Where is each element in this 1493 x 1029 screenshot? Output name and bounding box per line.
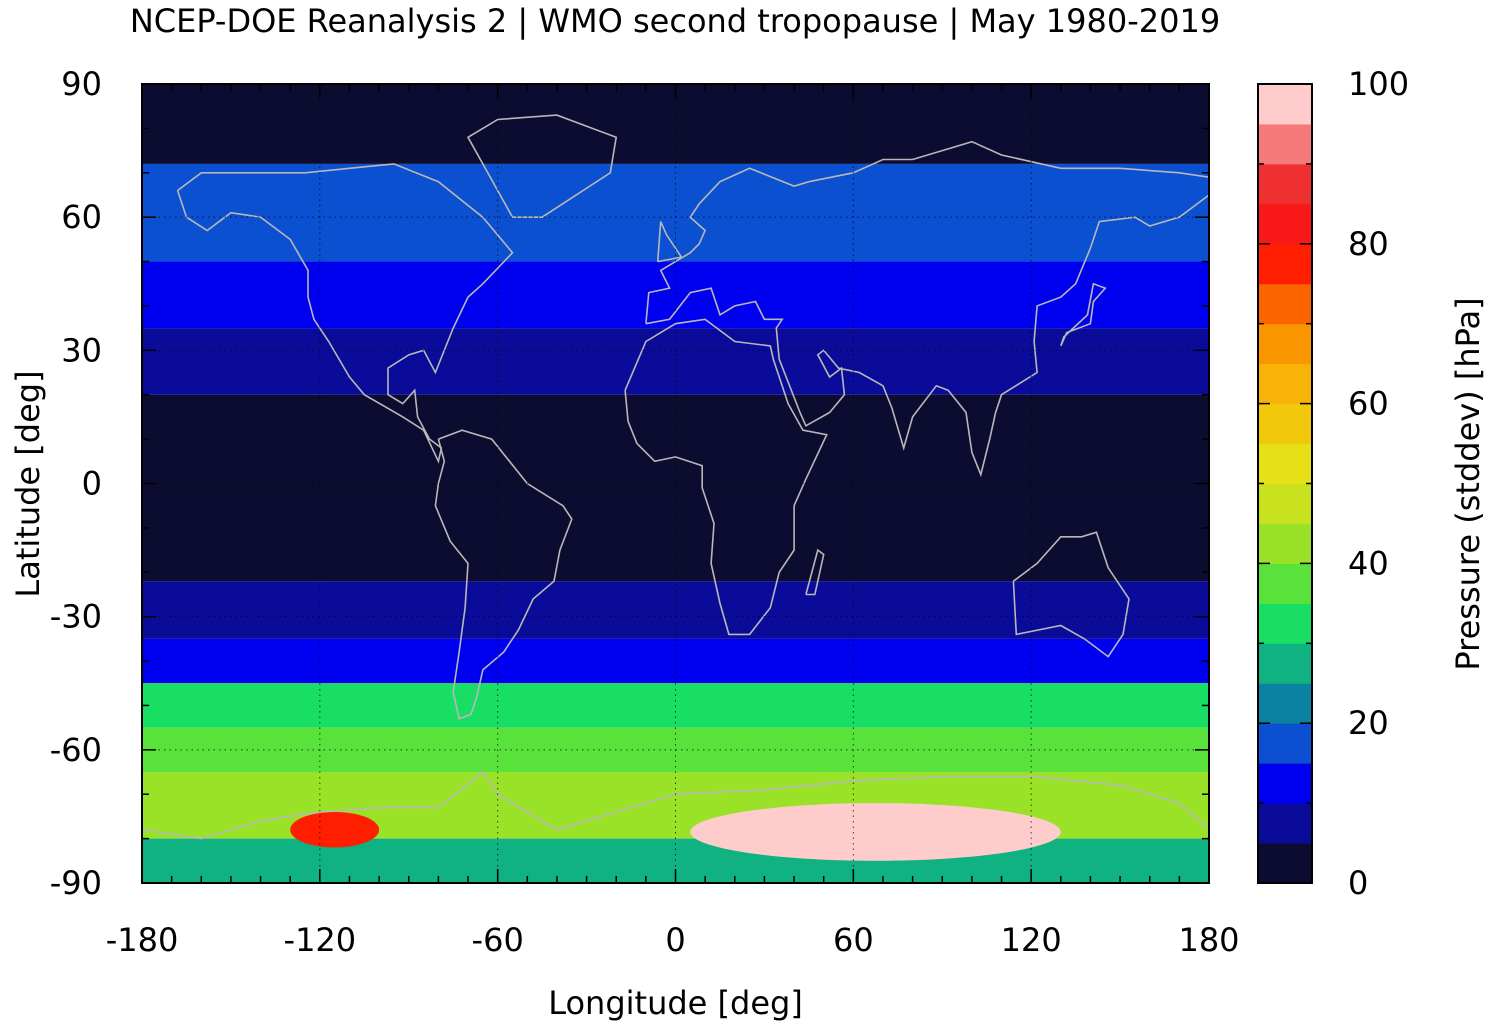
coastline-3 — [645, 140, 1209, 478]
y-tick-label: 60 — [61, 198, 102, 236]
coastline-0 — [176, 163, 514, 464]
colorbar-tick-label: 60 — [1348, 385, 1389, 423]
x-tick-label: 120 — [1001, 921, 1062, 959]
colorbar-band-16 — [1258, 203, 1312, 245]
colorbar-band-11 — [1258, 403, 1312, 445]
y-tick-label: 90 — [61, 65, 102, 103]
colorbar-label: Pressure (stddev) [hPa] — [1449, 297, 1487, 671]
heat-cell-1 — [142, 328, 1209, 395]
y-tick-label: -90 — [50, 864, 102, 902]
colorbar-band-18 — [1258, 123, 1312, 165]
x-tick-label: -120 — [284, 921, 357, 959]
heat-cell-2 — [142, 261, 1209, 329]
colorbar-tick-label: 0 — [1348, 864, 1368, 902]
colorbar-band-6 — [1258, 603, 1312, 644]
y-tick-label: -60 — [50, 731, 102, 769]
colorbar-band-0 — [1258, 843, 1312, 884]
colorbar-band-13 — [1258, 323, 1312, 365]
x-tick-label: 60 — [833, 921, 874, 959]
colorbar-band-9 — [1258, 483, 1312, 524]
y-axis-label: Latitude [deg] — [9, 370, 47, 598]
heat-cell-5 — [142, 581, 1209, 639]
coastline-1 — [434, 429, 573, 720]
colorbar-tick-label: 40 — [1348, 544, 1389, 582]
colorbar-band-7 — [1258, 563, 1312, 604]
y-tick-label: 30 — [61, 331, 102, 369]
coastline-4 — [1012, 531, 1130, 658]
colorbar-band-3 — [1258, 723, 1312, 764]
heat-cell-7 — [142, 683, 1209, 728]
colorbar-tick-label: 80 — [1348, 225, 1389, 263]
x-tick-label: 180 — [1178, 921, 1239, 959]
x-tick-label: -180 — [106, 921, 179, 959]
coastline-8 — [1060, 282, 1107, 347]
colorbar-tick-label: 20 — [1348, 704, 1389, 742]
x-tick-label: -60 — [472, 921, 524, 959]
x-axis-label: Longitude [deg] — [548, 984, 803, 1022]
coastline-6 — [466, 114, 618, 218]
colorbar-band-10 — [1258, 443, 1312, 484]
y-tick-label: 0 — [82, 465, 102, 503]
colorbar-band-17 — [1258, 163, 1312, 205]
colorbar-tick-label: 100 — [1348, 65, 1409, 103]
colorbar-band-19 — [1258, 84, 1312, 125]
colorbar-band-15 — [1258, 243, 1312, 285]
heat-cell-3 — [142, 163, 1209, 262]
heat-cell-12 — [690, 803, 1061, 861]
colorbar-band-4 — [1258, 683, 1312, 724]
coastline-7 — [656, 221, 683, 263]
x-tick-label: 0 — [665, 921, 685, 959]
colorbar-band-1 — [1258, 803, 1312, 844]
heat-cell-0 — [142, 394, 1209, 582]
colorbar-band-12 — [1258, 363, 1312, 405]
coastline-2 — [624, 318, 828, 636]
y-tick-label: -30 — [50, 598, 102, 636]
coastline-5 — [142, 770, 1209, 840]
chart-title: NCEP-DOE Reanalysis 2 | WMO second tropo… — [129, 2, 1221, 40]
colorbar-band-14 — [1258, 283, 1312, 325]
colorbar-band-5 — [1258, 643, 1312, 684]
heat-cell-11 — [290, 811, 380, 848]
coastline-9 — [805, 548, 825, 596]
colorbar-band-8 — [1258, 523, 1312, 564]
colorbar-band-2 — [1258, 763, 1312, 804]
